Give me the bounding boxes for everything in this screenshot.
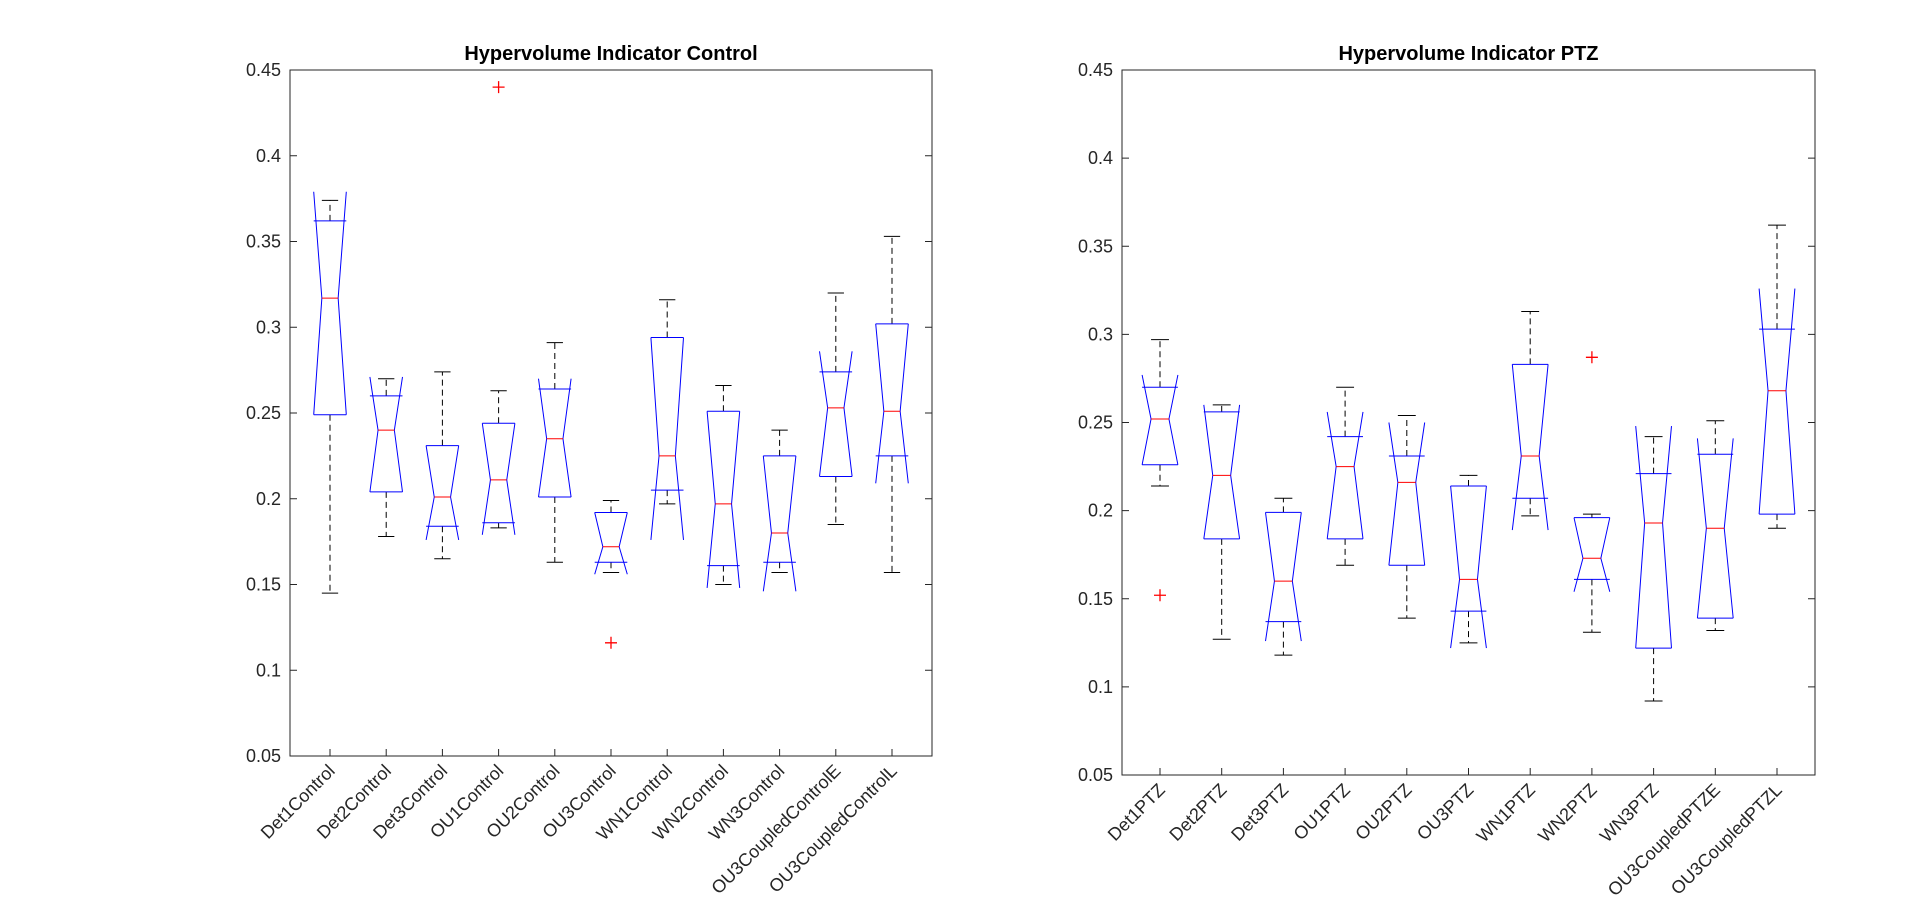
box-OU2PTZ — [1388, 414, 1426, 619]
box-notch — [1203, 404, 1241, 539]
chart-1: Hypervolume Indicator Control 0.05 0.1 0.15… — [246, 43, 933, 898]
box-notch — [1450, 485, 1487, 649]
box-OU1Control — [481, 81, 516, 535]
y-tick-label: 0.15 — [246, 575, 281, 595]
box-notch — [313, 191, 347, 415]
chart-2: Hypervolume Indicator PTZ 0.05 0.1 0.15 0.2 0… — [1078, 43, 1816, 900]
box-notch — [706, 411, 741, 588]
y-tick-label: 0.2 — [256, 489, 281, 509]
x-tick-label: Det1PTZ — [1104, 780, 1169, 845]
outlier-marker — [1154, 589, 1166, 602]
box-OU3PTZ — [1450, 474, 1487, 649]
outlier-marker — [492, 81, 505, 94]
box-OU3CoupledControlE — [819, 292, 853, 525]
box-notch — [1326, 411, 1364, 539]
x-tick-label: OU3CoupledPTZE — [1604, 780, 1724, 900]
x-tick-label: Det2PTZ — [1165, 780, 1230, 845]
y-tick-label: 0.15 — [1078, 589, 1113, 609]
box-OU3CoupledControlL — [875, 235, 909, 573]
y-tick-label: 0.1 — [256, 660, 281, 680]
box-OU3CoupledPTZE — [1696, 420, 1734, 631]
box-notch — [1265, 512, 1302, 642]
box-notch — [1696, 438, 1734, 619]
box-Det2PTZ — [1203, 404, 1241, 640]
y-tick-label: 0.2 — [1088, 501, 1113, 521]
y-tick-label: 0.35 — [1078, 236, 1113, 256]
y-tick-label: 0.25 — [1078, 413, 1113, 433]
y-tick-label: 0.3 — [1088, 324, 1113, 344]
box-WN3Control — [762, 429, 797, 592]
outlier-marker — [1585, 351, 1598, 364]
outlier-marker — [605, 636, 617, 649]
box-WN1PTZ — [1511, 310, 1549, 531]
y-tick-label: 0.45 — [1078, 60, 1113, 80]
box-WN2PTZ — [1573, 351, 1611, 633]
y-tick-label: 0.45 — [246, 60, 281, 80]
y-tick-label: 0.4 — [256, 146, 281, 166]
x-tick-label: WN1PTZ — [1473, 780, 1539, 846]
box-OU3Control — [594, 499, 628, 649]
y-tick-label: 0.25 — [246, 403, 281, 423]
x-tick-label: OU3PTZ — [1413, 780, 1477, 844]
box-WN2Control — [706, 385, 741, 588]
chart-title: Hypervolume Indicator Control — [464, 43, 757, 65]
box-Det3Control — [425, 371, 460, 560]
x-tick-label: OU3CoupledPTZL — [1667, 780, 1786, 899]
y-tick-label: 0.05 — [246, 746, 281, 766]
x-tick-label: Det3PTZ — [1227, 780, 1292, 845]
box-Det2Control — [369, 376, 403, 537]
box-notch — [1758, 288, 1796, 515]
chart-title: Hypervolume Indicator PTZ — [1338, 43, 1598, 65]
x-tick-label: OU2PTZ — [1351, 780, 1415, 844]
box-notch — [762, 455, 797, 592]
box-OU2Control — [538, 342, 572, 563]
box-OU3CoupledPTZL — [1758, 224, 1796, 529]
box-notch — [1141, 374, 1179, 465]
box-notch — [650, 337, 684, 540]
box-OU1PTZ — [1326, 386, 1364, 566]
box-Det1Control — [313, 191, 347, 594]
axes-box — [289, 69, 933, 757]
box-notch — [1511, 364, 1549, 531]
box-WN1Control — [650, 299, 684, 540]
y-tick-label: 0.05 — [1078, 765, 1113, 785]
box-Det1PTZ — [1141, 339, 1179, 602]
box-notch — [481, 423, 516, 535]
axes-box — [1121, 69, 1816, 776]
y-tick-label: 0.3 — [256, 317, 281, 337]
x-tick-label: WN2PTZ — [1534, 780, 1600, 846]
box-notch — [1388, 422, 1426, 566]
y-tick-label: 0.1 — [1088, 677, 1113, 697]
box-Det3PTZ — [1265, 497, 1302, 656]
box-notch — [1635, 425, 1672, 649]
box-notch — [1573, 517, 1611, 592]
box-notch — [538, 378, 572, 498]
x-tick-label: OU1PTZ — [1290, 780, 1354, 844]
y-tick-label: 0.35 — [246, 232, 281, 252]
box-WN3PTZ — [1635, 425, 1672, 702]
y-tick-label: 0.4 — [1088, 148, 1113, 168]
